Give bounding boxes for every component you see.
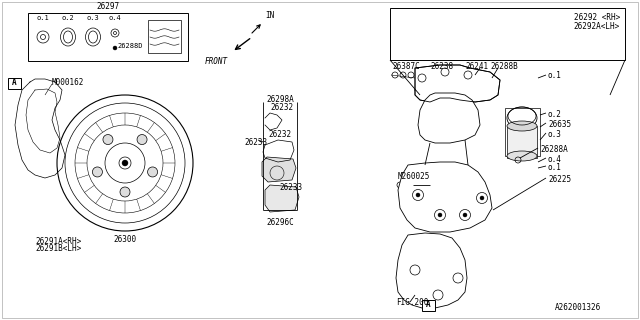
Ellipse shape [507, 121, 537, 131]
Bar [505, 108, 540, 156]
Text: 26288B: 26288B [490, 62, 518, 71]
Polygon shape [418, 93, 480, 143]
Text: 26298A: 26298A [266, 95, 294, 104]
Bar [507, 126, 537, 158]
Bar [422, 300, 435, 311]
Text: o.4: o.4 [548, 155, 562, 164]
Polygon shape [265, 185, 299, 212]
Circle shape [137, 134, 147, 145]
Text: o.4: o.4 [109, 15, 122, 21]
Text: 26288D: 26288D [117, 43, 143, 49]
Text: o.3: o.3 [548, 130, 562, 139]
Circle shape [480, 196, 484, 200]
Text: 26292 <RH>: 26292 <RH> [573, 13, 620, 22]
Circle shape [120, 187, 130, 197]
Text: 26233: 26233 [244, 138, 267, 147]
Text: o.2: o.2 [61, 15, 74, 21]
Text: A262001326: A262001326 [555, 303, 601, 312]
Text: 26225: 26225 [548, 175, 571, 184]
Polygon shape [398, 162, 492, 232]
Text: 26241: 26241 [465, 62, 488, 71]
Text: 26297: 26297 [97, 2, 120, 11]
Text: 26232: 26232 [268, 130, 291, 139]
Text: 26291B<LH>: 26291B<LH> [35, 244, 81, 253]
Text: o.1: o.1 [548, 70, 562, 79]
Text: 26288A: 26288A [540, 145, 568, 154]
Text: 26238: 26238 [430, 62, 453, 71]
Text: A: A [12, 78, 16, 87]
Polygon shape [415, 65, 500, 102]
Text: 26300: 26300 [113, 235, 136, 244]
Text: 26387C: 26387C [392, 62, 420, 71]
Bar [28, 13, 188, 61]
Text: M000162: M000162 [52, 78, 84, 87]
Text: 26635: 26635 [548, 120, 571, 129]
Text: o.3: o.3 [86, 15, 99, 21]
Circle shape [148, 167, 157, 177]
Text: 26232: 26232 [270, 103, 293, 112]
Text: FIG.200: FIG.200 [396, 298, 428, 307]
Text: IN: IN [265, 11, 275, 20]
Text: FRONT: FRONT [205, 57, 228, 66]
Text: A: A [426, 300, 430, 309]
Polygon shape [262, 157, 296, 182]
Circle shape [113, 46, 117, 50]
Text: o.1: o.1 [36, 15, 49, 21]
Polygon shape [396, 233, 467, 308]
Circle shape [438, 213, 442, 217]
Text: 26291A<RH>: 26291A<RH> [35, 237, 81, 246]
Text: M260025: M260025 [398, 172, 430, 181]
Circle shape [92, 167, 102, 177]
Bar [148, 20, 181, 53]
Ellipse shape [507, 151, 537, 161]
Circle shape [122, 160, 128, 166]
Circle shape [103, 134, 113, 145]
Bar [8, 78, 21, 89]
Text: o.1: o.1 [548, 163, 562, 172]
Circle shape [416, 193, 420, 197]
Text: 26233: 26233 [279, 183, 302, 192]
Circle shape [463, 213, 467, 217]
Bar [390, 8, 625, 60]
Text: o.2: o.2 [548, 110, 562, 119]
Text: 26292A<LH>: 26292A<LH> [573, 22, 620, 31]
Text: 26296C: 26296C [266, 218, 294, 227]
